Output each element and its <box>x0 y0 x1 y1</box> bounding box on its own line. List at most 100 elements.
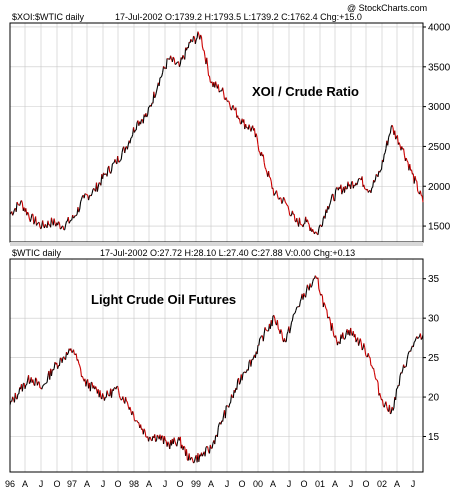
price-segment <box>281 201 284 204</box>
price-segment <box>111 162 114 165</box>
price-segment <box>302 223 305 228</box>
price-segment <box>89 382 92 392</box>
price-segment <box>107 393 110 397</box>
x-tick-label: J <box>287 479 292 489</box>
price-segment <box>117 386 120 391</box>
price-segment <box>205 446 208 449</box>
price-segment <box>230 394 233 403</box>
price-segment <box>130 136 133 139</box>
price-segment <box>331 323 334 331</box>
price-segment <box>403 148 406 156</box>
price-segment <box>53 218 56 224</box>
price-segment <box>150 102 153 107</box>
price-segment <box>228 403 231 408</box>
price-segment <box>327 316 329 319</box>
price-segment <box>266 329 269 332</box>
x-tick-label: J <box>349 479 354 489</box>
price-segment <box>405 359 408 367</box>
price-segment <box>363 184 366 189</box>
price-segment <box>360 342 363 351</box>
price-segment <box>149 437 152 441</box>
price-segment <box>258 150 261 153</box>
price-segment <box>332 330 335 337</box>
price-segment <box>135 122 138 131</box>
price-segment <box>298 217 301 224</box>
price-segment <box>250 359 253 367</box>
price-segment <box>133 413 135 421</box>
top-panel-header: 17-Jul-2002 O:1739.2 H:1793.5 L:1739.2 C… <box>115 12 362 22</box>
price-segment <box>208 75 211 83</box>
price-segment <box>143 428 146 432</box>
x-tick-label: O <box>362 479 369 489</box>
price-segment <box>155 91 158 96</box>
price-segment <box>211 443 214 449</box>
price-segment <box>25 383 28 386</box>
price-segment <box>80 368 83 377</box>
price-segment <box>155 87 158 92</box>
price-segment <box>387 137 390 146</box>
price-segment <box>324 305 327 309</box>
price-segment <box>395 136 398 140</box>
y-tick-label: 1500 <box>428 222 451 233</box>
price-segment <box>118 395 121 399</box>
price-segment <box>222 87 225 93</box>
price-segment <box>12 212 15 216</box>
price-segment <box>110 170 113 174</box>
price-segment <box>102 393 105 397</box>
price-segment <box>373 372 376 378</box>
price-segment <box>417 337 420 340</box>
price-segment <box>238 118 241 124</box>
price-segment <box>291 314 294 321</box>
price-segment <box>27 211 30 215</box>
price-segment <box>380 159 383 170</box>
bottom-panel-frame <box>9 258 424 473</box>
price-segment <box>238 382 241 385</box>
price-segment <box>189 457 192 461</box>
price-segment <box>367 353 370 358</box>
price-segment <box>226 405 229 407</box>
price-segment <box>260 335 263 338</box>
price-segment <box>262 154 265 163</box>
price-segment <box>264 327 267 331</box>
price-segment <box>120 398 123 401</box>
price-segment <box>179 57 182 65</box>
price-segment <box>292 313 295 316</box>
price-segment <box>312 229 315 233</box>
price-segment <box>371 365 374 369</box>
price-segment <box>306 219 309 223</box>
price-segment <box>250 127 253 132</box>
price-segment <box>357 178 360 183</box>
x-tick-label: J <box>163 479 168 489</box>
price-segment <box>317 277 320 290</box>
price-segment <box>269 177 272 182</box>
price-segment <box>375 173 378 176</box>
bottom-panel-plot <box>9 275 424 464</box>
price-segment <box>73 215 76 218</box>
price-segment <box>42 384 44 387</box>
price-segment <box>124 147 127 154</box>
price-segment <box>358 341 360 346</box>
price-segment <box>117 156 120 163</box>
price-segment <box>75 353 78 361</box>
price-segment <box>97 182 100 187</box>
price-segment <box>214 435 217 445</box>
price-segment <box>326 309 329 319</box>
price-segment <box>95 386 97 390</box>
price-segment <box>119 159 122 161</box>
price-segment <box>204 447 207 457</box>
price-segment <box>154 95 157 99</box>
price-segment <box>9 212 12 215</box>
price-segment <box>71 351 73 354</box>
price-segment <box>389 412 392 415</box>
price-segment <box>406 160 409 163</box>
price-segment <box>418 336 420 338</box>
x-tick-label: J <box>411 479 416 489</box>
price-segment <box>287 205 290 211</box>
price-segment <box>417 190 420 194</box>
x-tick-label: O <box>114 479 121 489</box>
price-segment <box>298 301 301 307</box>
price-segment <box>328 316 331 322</box>
price-segment <box>75 214 78 217</box>
price-segment <box>407 351 410 355</box>
